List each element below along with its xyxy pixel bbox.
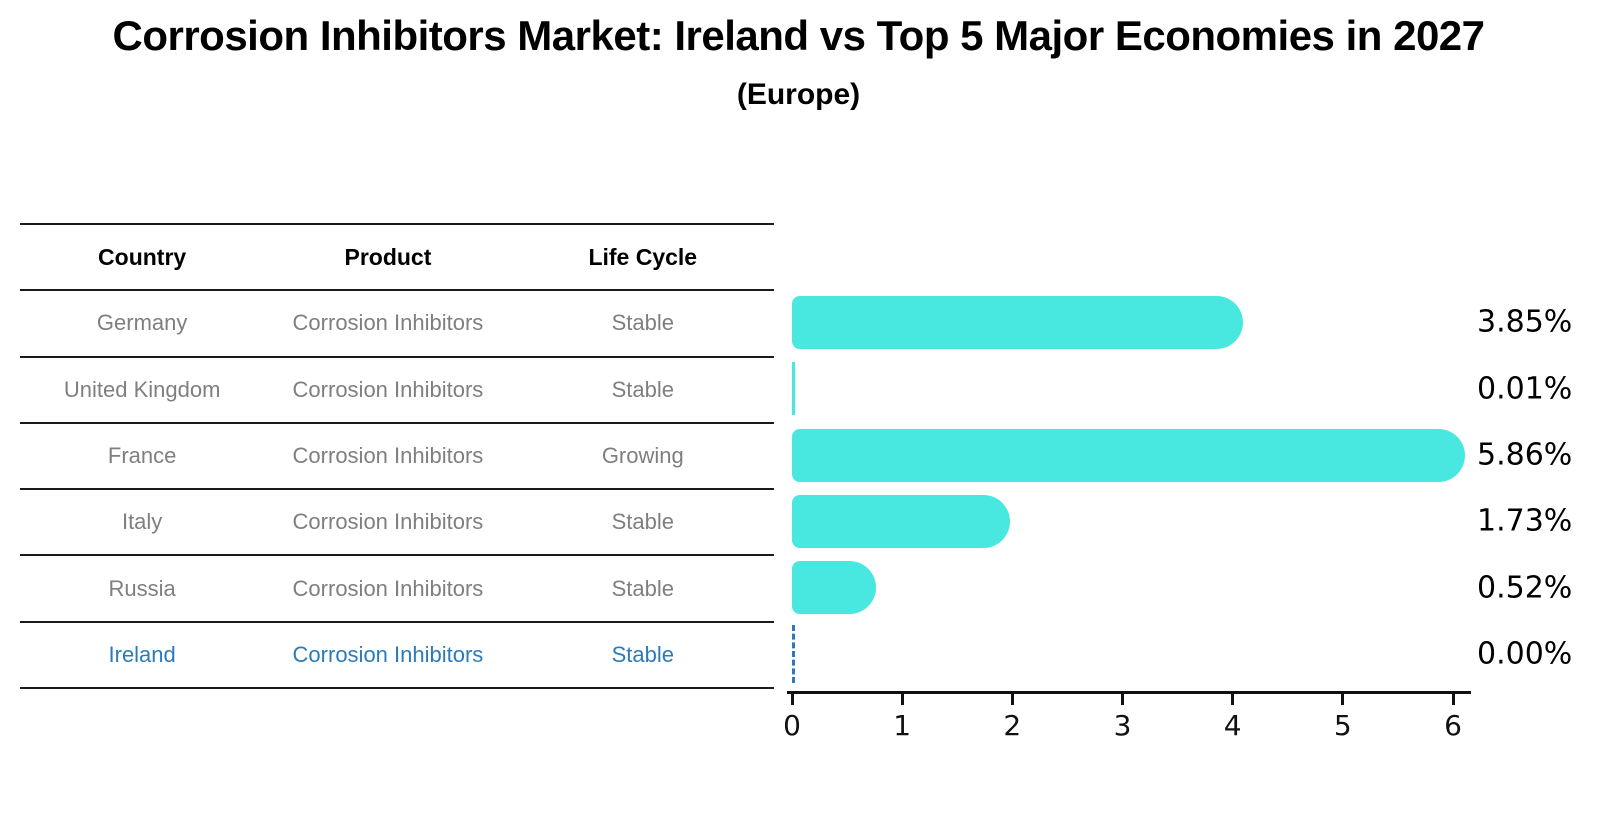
table-row: Russia Corrosion Inhibitors Stable bbox=[20, 554, 774, 620]
table-row: Ireland Corrosion Inhibitors Stable bbox=[20, 620, 774, 687]
life-cycle-cell: Stable bbox=[611, 376, 674, 402]
summary-table: Country Product Life Cycle Germany Corros… bbox=[20, 223, 774, 690]
life-cycle-cell: Stable bbox=[611, 575, 674, 601]
country-cell: France bbox=[107, 443, 177, 469]
x-axis-tick-label: 2 bbox=[1003, 709, 1022, 742]
table-rows: Germany Corrosion Inhibitors Stable United … bbox=[20, 289, 774, 687]
bar-chart: 3.85% 0.01% 5.86% 1.73% 0.52% 0.00% 0 1 2 3 4 5 6 bbox=[783, 223, 1572, 742]
product-cell: Corrosion Inhibitors bbox=[292, 509, 484, 535]
x-axis-tick bbox=[900, 694, 904, 705]
product-cell: Corrosion Inhibitors bbox=[292, 310, 484, 336]
x-axis-tick bbox=[1451, 694, 1455, 705]
col-header-product: Product bbox=[344, 243, 432, 270]
zero-value-dashed-marker bbox=[792, 625, 795, 684]
table-row: United Kingdom Corrosion Inhibitors Stable bbox=[20, 355, 774, 422]
product-cell: Corrosion Inhibitors bbox=[292, 376, 484, 402]
x-axis-tick-label: 6 bbox=[1444, 709, 1462, 742]
value-label: 3.85% bbox=[1477, 304, 1573, 340]
bar-italy bbox=[792, 494, 1010, 548]
country-cell: Germany bbox=[96, 310, 188, 336]
product-cell: Corrosion Inhibitors bbox=[292, 575, 484, 601]
life-cycle-cell: Growing bbox=[601, 443, 684, 469]
table-row: Italy Corrosion Inhibitors Stable bbox=[20, 488, 774, 554]
x-axis-tick bbox=[1341, 694, 1345, 705]
country-cell: Ireland bbox=[108, 641, 176, 667]
life-cycle-cell: Stable bbox=[611, 641, 674, 667]
bar-germany bbox=[792, 295, 1244, 349]
chart-subtitle: (Europe) bbox=[736, 78, 861, 111]
x-axis-tick-label: 1 bbox=[893, 709, 912, 742]
product-cell: Corrosion Inhibitors bbox=[292, 443, 484, 469]
country-cell: Russia bbox=[108, 575, 176, 601]
country-cell: United Kingdom bbox=[63, 376, 221, 402]
col-header-life-cycle: Life Cycle bbox=[588, 243, 698, 270]
product-cell: Corrosion Inhibitors bbox=[292, 641, 484, 667]
chart-title: Corrosion Inhibitors Market: Ireland vs … bbox=[112, 12, 1485, 59]
country-cell: Italy bbox=[121, 509, 163, 535]
value-label: 1.73% bbox=[1477, 503, 1573, 539]
table-row: Germany Corrosion Inhibitors Stable bbox=[20, 289, 774, 355]
value-label: 5.86% bbox=[1477, 437, 1573, 473]
x-axis-tick bbox=[1010, 694, 1014, 705]
x-axis-tick bbox=[790, 694, 794, 705]
value-label: 0.00% bbox=[1477, 636, 1573, 672]
life-cycle-cell: Stable bbox=[611, 509, 674, 535]
col-header-country: Country bbox=[98, 243, 187, 270]
x-axis-tick-label: 4 bbox=[1223, 709, 1242, 742]
x-axis-line bbox=[787, 691, 1471, 694]
life-cycle-cell: Stable bbox=[611, 310, 674, 336]
x-axis-tick bbox=[1231, 694, 1235, 705]
bar-united-kingdom bbox=[792, 362, 796, 416]
bar-france bbox=[792, 428, 1465, 482]
x-axis-tick-label: 5 bbox=[1333, 709, 1352, 742]
x-axis-tick bbox=[1121, 694, 1124, 705]
x-axis-tick-label: 0 bbox=[783, 709, 801, 742]
value-label: 0.52% bbox=[1477, 570, 1573, 606]
table-row: France Corrosion Inhibitors Growing bbox=[20, 421, 774, 488]
x-axis-tick-label: 3 bbox=[1113, 709, 1132, 742]
value-label: 0.01% bbox=[1477, 371, 1573, 407]
table-header-row: Country Product Life Cycle bbox=[20, 223, 774, 289]
bar-russia bbox=[792, 561, 877, 615]
